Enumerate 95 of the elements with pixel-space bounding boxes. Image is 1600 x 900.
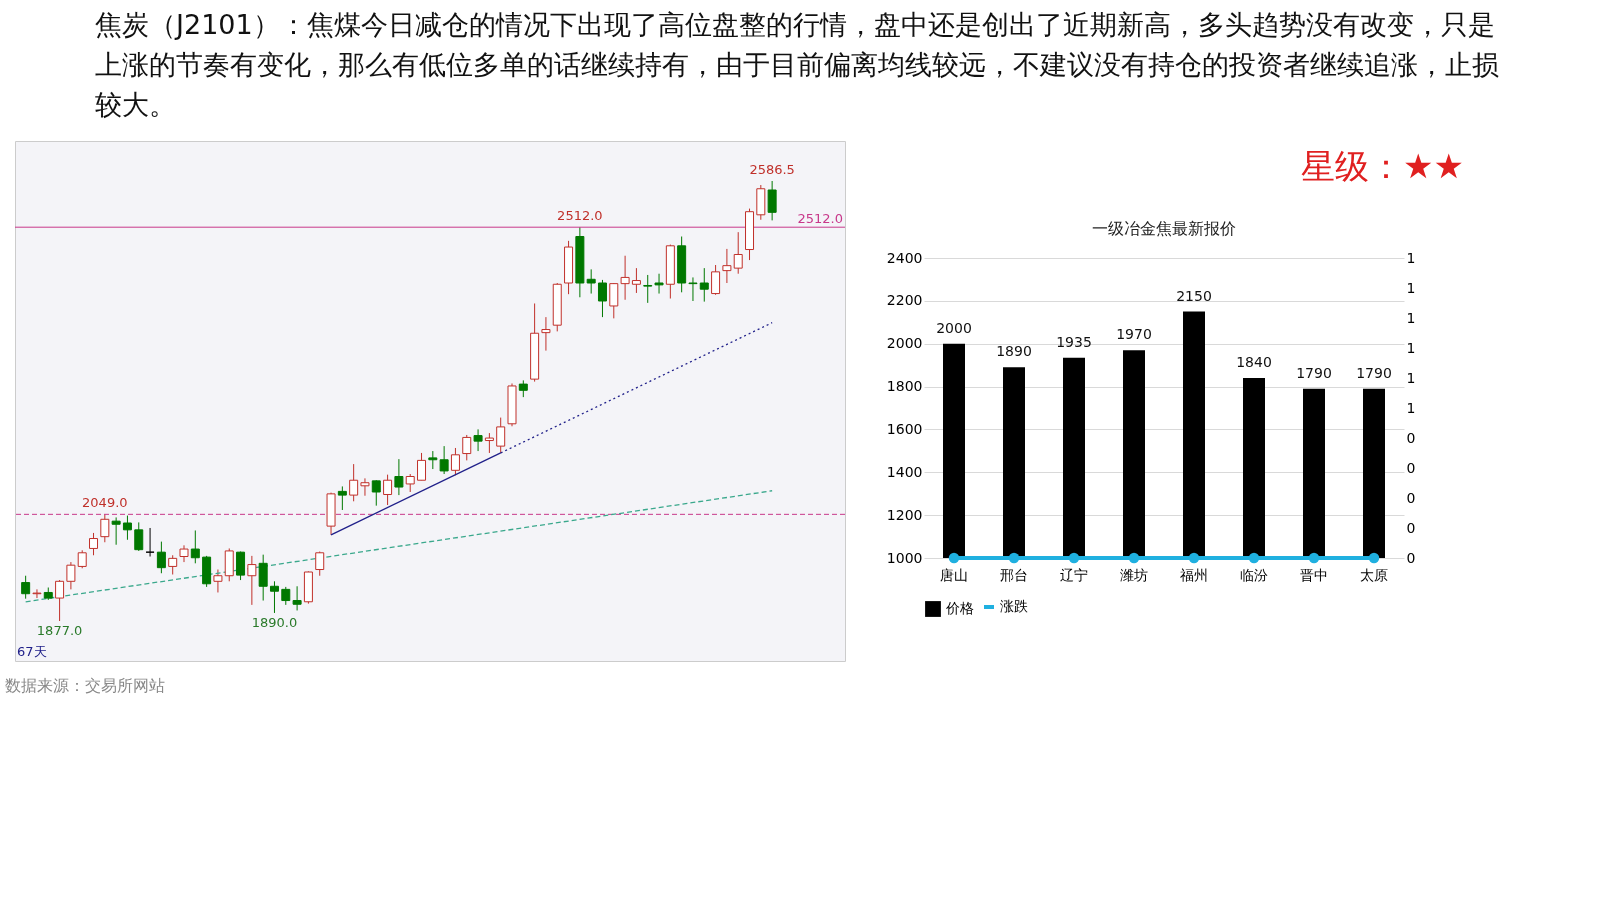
candlestick: [247, 555, 257, 606]
candlestick: [190, 529, 200, 564]
y-tick-label: 2200: [886, 292, 923, 309]
candlestick: [122, 515, 132, 541]
data-label: 1790: [1296, 364, 1332, 381]
candlestick: [349, 463, 359, 502]
candlestick: [609, 282, 619, 319]
annotation: 2512.0: [557, 208, 603, 224]
x-tick-label: 福州: [1180, 566, 1208, 583]
x-tick-label: 辽宁: [1060, 566, 1088, 583]
text: 星级：★★: [1301, 146, 1464, 186]
y2-tick-label: 1: [1406, 309, 1416, 326]
candlestick: [371, 479, 381, 507]
candlestick: [462, 434, 472, 461]
candlestick: [269, 580, 279, 614]
candlestick: [586, 268, 596, 295]
chart-title: 一级冶金焦最新报价: [1092, 219, 1236, 238]
candlestick: [100, 513, 110, 543]
x-tick-label: 晋中: [1300, 566, 1328, 583]
y-tick-label: 1800: [886, 378, 923, 395]
data-label: 1890: [996, 343, 1032, 360]
data-label: 1840: [1236, 354, 1272, 370]
candlestick: [688, 276, 698, 302]
candlestick: [484, 432, 494, 454]
candlestick: [473, 428, 483, 452]
candlestick: [337, 485, 347, 511]
candlestick: [450, 447, 460, 476]
candlestick: [66, 561, 76, 590]
candlestick: [315, 551, 325, 577]
annotation: 2586.5: [749, 162, 795, 177]
y2-tick-label: 1: [1406, 369, 1416, 386]
legend-label: 涨跌: [1000, 598, 1028, 614]
candlestick: [156, 541, 166, 574]
candlestick: [134, 521, 144, 552]
candlestick: [168, 554, 178, 575]
candlestick: [620, 255, 630, 301]
candlestick: [699, 267, 709, 303]
candlestick: [360, 477, 370, 497]
x-tick-label: 潍坊: [1120, 566, 1148, 583]
y2-tick-label: 0: [1406, 549, 1416, 566]
data-label: 1790: [1356, 364, 1392, 381]
y-tick-label: 1600: [886, 420, 923, 437]
x-tick-label: 临汾: [1240, 566, 1268, 583]
candlestick: [643, 274, 653, 304]
candlestick: [111, 516, 121, 546]
data-label: 1935: [1056, 333, 1092, 350]
candlestick: [417, 452, 427, 481]
data-label: 1970: [1116, 326, 1152, 343]
chart-title: 焦炭（J2101）：焦煤今日减仓的情况下出现了高位盘整的行情，盘中还是创出了近期新高，多头趋势没有改变，只是上涨的节奏有变化，那么有低位多单的话继续持有，由于目前偏离均线较远，不建议没有持仓的投资者继续追涨，止损较大。: [95, 9, 1499, 120]
source-note: 数据来源：交易所网站: [5, 676, 165, 695]
candlestick: [32, 588, 42, 599]
y2-tick-label: 0: [1406, 489, 1416, 506]
candlestick: [722, 248, 732, 284]
y-tick-label: 2000: [886, 335, 923, 352]
data-label: 2150: [1176, 287, 1212, 304]
candlestick: [767, 180, 777, 221]
candlestick: [631, 267, 641, 294]
y2-tick-label: 1: [1406, 279, 1416, 296]
candlestick: [597, 279, 607, 318]
y2-tick-label: 1: [1406, 339, 1416, 356]
y2-tick-label: 1: [1406, 249, 1416, 266]
candlestick: [55, 579, 65, 622]
legend-label: 价格: [945, 600, 974, 616]
candlestick: [654, 273, 664, 295]
y2-tick-label: 0: [1406, 519, 1416, 536]
text: 67天: [17, 644, 47, 659]
candlestick: [179, 544, 189, 563]
annotation: 1890.0: [251, 614, 298, 630]
candlestick: [213, 569, 223, 593]
annotation: 1877.0: [36, 623, 83, 638]
candlestick: [89, 532, 99, 556]
candlestick: [258, 554, 268, 602]
y2-tick-label: 0: [1406, 459, 1416, 476]
candlestick: [496, 417, 506, 454]
candlestick: [383, 474, 393, 506]
candlestick: [733, 231, 743, 275]
x-tick-label: 唐山: [940, 566, 968, 583]
y2-tick-label: 1: [1406, 399, 1416, 416]
x-tick-label: 邢台: [1000, 566, 1028, 583]
y2-tick-label: 0: [1406, 429, 1416, 446]
x-tick-label: 太原: [1360, 566, 1388, 583]
y-tick-label: 2400: [886, 249, 923, 266]
candlestick: [711, 264, 721, 296]
y-tick-label: 1200: [886, 506, 923, 523]
y-tick-label: 1000: [886, 549, 923, 566]
annotation: 2049.0: [82, 495, 128, 511]
candlestick: [394, 458, 404, 496]
ref-line-label: 2512.0: [797, 211, 843, 227]
candlestick: [21, 575, 31, 600]
candlestick: [439, 445, 449, 475]
candlestick: [541, 316, 551, 352]
candlestick: [292, 585, 302, 611]
data-label: 2000: [936, 319, 972, 336]
candlestick: [236, 551, 246, 581]
y-tick-label: 1400: [886, 463, 923, 480]
